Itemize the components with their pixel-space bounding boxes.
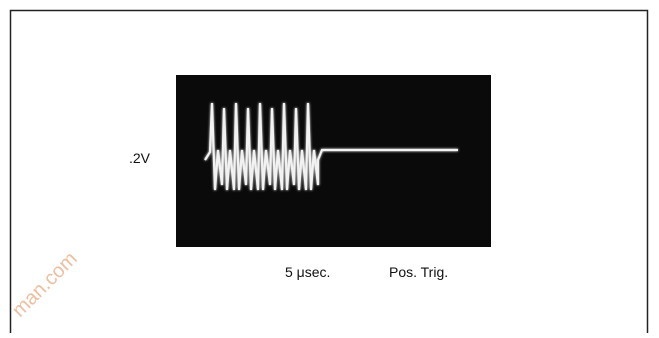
watermark: man.com: [8, 248, 82, 322]
time-label: 5 μsec.: [285, 264, 330, 280]
waveform-trace: [204, 102, 458, 191]
trigger-label: Pos. Trig.: [389, 264, 448, 280]
volts-label: .2V: [129, 150, 151, 166]
figure-border: [9, 9, 649, 338]
